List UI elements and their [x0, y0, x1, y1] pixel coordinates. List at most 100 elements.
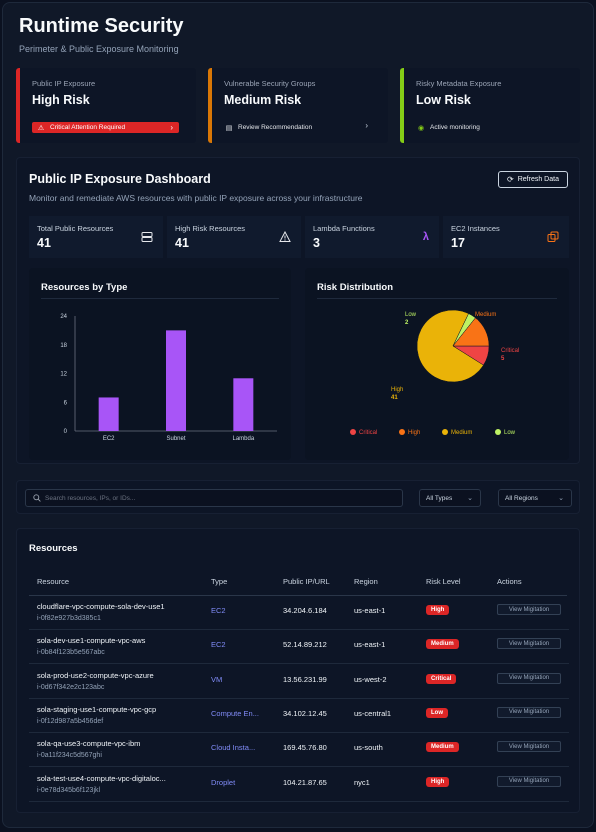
- pie-label-name: Critical: [501, 348, 519, 354]
- stat-value: 41: [175, 236, 189, 250]
- resources-by-type-chart: Resources by Type 0 6 12 18 24 EC2 Subnet Lambd…: [29, 268, 291, 460]
- column-header-actions: Actions: [497, 577, 522, 586]
- legend-swatch: [350, 429, 356, 435]
- resource-name: sola-test-use4-compute-vpc-digitaloc...: [37, 773, 166, 783]
- table-row[interactable]: sola-prod-use2-compute-vpc-azure i-0d67f3…: [29, 665, 569, 699]
- resource-name: sola-qa-use3-compute-vpc-ibm: [37, 739, 141, 749]
- chart-title-divider: [317, 298, 557, 299]
- resource-public-ip: 52.14.89.212: [283, 640, 327, 650]
- page-title: Runtime Security: [19, 15, 184, 37]
- location-icon: ◉: [417, 124, 425, 132]
- x-tick-label: Lambda: [232, 436, 254, 442]
- risk-level-badge: Critical: [426, 673, 457, 684]
- chart-title-divider: [41, 298, 279, 299]
- page-subtitle: Perimeter & Public Exposure Monitoring: [19, 44, 179, 54]
- risk-level-badge: Medium: [426, 742, 459, 753]
- risk-card-action-label: Review Recommendation: [238, 124, 313, 131]
- chart-title: Resources by Type: [41, 282, 128, 293]
- risk-card-level: Low Risk: [416, 93, 471, 107]
- resource-type: EC2: [211, 640, 226, 650]
- refresh-data-button[interactable]: ⟳ Refresh Data: [498, 171, 568, 188]
- table-row[interactable]: cloudflare-vpc-compute-sola-dev-use1 i-0f…: [29, 596, 569, 630]
- bar-lambda[interactable]: [233, 378, 254, 431]
- stat-label: Lambda Functions: [313, 224, 375, 233]
- resource-id: i-0e78d345b6f123jkl: [37, 786, 101, 794]
- pie-label-value: 8: [475, 320, 479, 326]
- critical-attention-button[interactable]: ⚠ Critical Attention Required ›: [32, 122, 179, 133]
- table-row[interactable]: sola-test-use4-compute-vpc-digitaloc... i…: [29, 768, 569, 802]
- stat-total-public-resources: Total Public Resources 41: [29, 216, 163, 258]
- risk-card-security-groups: Vulnerable Security Groups Medium Risk ▤…: [208, 68, 388, 143]
- risk-card-metadata: Risky Metadata Exposure Low Risk ◉ Activ…: [400, 68, 580, 143]
- resource-id: i-0a11f234c5d567ghi: [37, 752, 102, 760]
- risk-card-accent-bar: [208, 68, 212, 143]
- chart-title: Risk Distribution: [317, 282, 394, 293]
- column-header-risk-level: Risk Level: [426, 577, 461, 586]
- bar-ec2[interactable]: [98, 397, 119, 431]
- legend-label: Low: [504, 430, 516, 436]
- type-filter-value: All Types: [426, 494, 453, 502]
- legend-label: Critical: [359, 430, 377, 436]
- resource-type: Compute En...: [211, 708, 259, 718]
- table-header-divider: [29, 595, 567, 596]
- resource-region: us-south: [354, 743, 383, 753]
- view-mitigation-button[interactable]: View Migitation: [497, 638, 561, 650]
- resource-type: Droplet: [211, 777, 236, 787]
- y-tick-label: 24: [60, 314, 67, 320]
- stat-value: 41: [37, 236, 51, 250]
- resource-id: i-0f12d987a5b456def: [37, 717, 104, 725]
- pie-label-value: 5: [501, 356, 505, 362]
- pie-label-name: Medium: [475, 312, 496, 318]
- x-tick-label: Subnet: [166, 436, 185, 442]
- risk-level-badge: High: [426, 605, 450, 615]
- risk-card-level: Medium Risk: [224, 93, 302, 107]
- review-recommendation-link[interactable]: ▤ Review Recommendation: [224, 122, 312, 133]
- legend-label: Medium: [451, 430, 472, 436]
- table-row[interactable]: sola-qa-use3-compute-vpc-ibm i-0a11f234c5…: [29, 733, 569, 768]
- risk-distribution-chart: Risk Distribution Critical 5 High 41 Low 2 Med…: [305, 268, 569, 460]
- view-mitigation-button[interactable]: View Migitation: [497, 775, 561, 787]
- legend-swatch: [399, 429, 405, 435]
- chevron-right-icon[interactable]: ›: [365, 121, 368, 130]
- risk-card-accent-bar: [400, 68, 404, 143]
- resource-name: sola-dev-use1-compute-vpc-aws: [37, 636, 146, 646]
- resource-name: sola-prod-use2-compute-vpc-azure: [37, 670, 154, 680]
- risk-level-badge: Medium: [426, 639, 459, 650]
- filter-bar: All Types ⌄ All Regions ⌄: [16, 480, 580, 514]
- search-icon: [33, 494, 41, 502]
- type-filter-select[interactable]: All Types ⌄: [419, 489, 481, 507]
- copy-icon: [547, 231, 559, 246]
- resource-public-ip: 169.45.76.80: [283, 743, 327, 753]
- stat-label: High Risk Resources: [175, 224, 246, 233]
- resource-id: i-0b84f123b5e567abc: [37, 649, 105, 657]
- stat-high-risk-resources: High Risk Resources 41: [167, 216, 301, 258]
- pie-label-name: Low: [405, 312, 417, 318]
- search-input[interactable]: [45, 494, 385, 502]
- table-row[interactable]: sola-staging-use1-compute-vpc-gcp i-0f12d…: [29, 699, 569, 733]
- table-row[interactable]: sola-dev-use1-compute-vpc-aws i-0b84f123b…: [29, 630, 569, 665]
- view-mitigation-button[interactable]: View Migitation: [497, 706, 561, 718]
- resource-id: i-0f82e927b3d385c1: [37, 615, 101, 622]
- view-mitigation-button[interactable]: View Migitation: [497, 741, 561, 753]
- y-tick-label: 6: [64, 400, 68, 406]
- column-header-type: Type: [211, 577, 228, 586]
- x-tick-label: EC2: [103, 436, 115, 442]
- stat-ec2-instances: EC2 Instances 17: [443, 216, 569, 258]
- risk-card-accent-bar: [16, 68, 20, 143]
- resource-region: us-west-2: [354, 674, 387, 684]
- refresh-icon: ⟳: [507, 175, 514, 184]
- pie-slice-high[interactable]: [416, 309, 484, 383]
- resource-region: us-east-1: [354, 606, 386, 615]
- risk-card-action-label: Active monitoring: [430, 124, 480, 131]
- view-mitigation-button[interactable]: View Migitation: [497, 672, 561, 684]
- view-mitigation-button[interactable]: View Migitation: [497, 604, 561, 615]
- resource-type: VM: [211, 674, 223, 684]
- server-icon: [141, 231, 153, 246]
- resource-name: cloudflare-vpc-compute-sola-dev-use1: [37, 602, 165, 611]
- bar-chart-svg: 0 6 12 18 24 EC2 Subnet Lambda: [60, 314, 277, 442]
- risk-level-badge: High: [426, 776, 450, 787]
- pie-chart-svg: Critical 5 High 41 Low 2 Medium 8 Critical High Me…: [350, 309, 519, 436]
- pie-slice-medium[interactable]: [452, 317, 490, 347]
- region-filter-select[interactable]: All Regions ⌄: [498, 489, 572, 507]
- bar-subnet[interactable]: [166, 330, 186, 431]
